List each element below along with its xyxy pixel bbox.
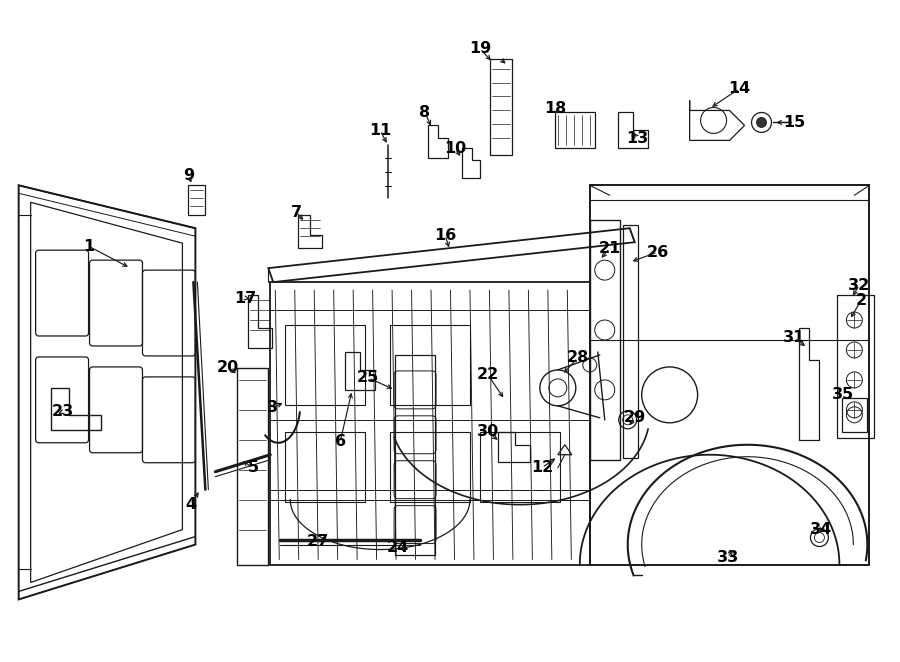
Text: 34: 34 (810, 522, 832, 537)
Bar (285, 325, 365, 405)
Text: 9: 9 (183, 168, 194, 183)
Text: 4: 4 (184, 497, 196, 512)
Text: 10: 10 (444, 141, 466, 156)
Text: 17: 17 (234, 291, 256, 306)
Bar (390, 432, 470, 502)
Text: 26: 26 (646, 245, 669, 260)
Text: 2: 2 (856, 293, 867, 308)
Text: 24: 24 (387, 540, 410, 555)
Text: 27: 27 (307, 534, 329, 549)
Text: 19: 19 (469, 41, 491, 56)
Text: 16: 16 (434, 228, 456, 243)
Text: 35: 35 (832, 387, 854, 402)
Text: 7: 7 (291, 205, 302, 220)
Text: 28: 28 (567, 350, 589, 365)
Bar (390, 325, 470, 405)
Text: 18: 18 (544, 101, 566, 116)
Bar (285, 432, 365, 502)
Text: 32: 32 (848, 277, 870, 293)
Text: 31: 31 (783, 330, 806, 346)
Text: 33: 33 (716, 550, 739, 565)
Text: 30: 30 (477, 424, 500, 440)
Text: 12: 12 (531, 460, 553, 475)
Text: 20: 20 (217, 360, 239, 375)
Text: 22: 22 (477, 367, 500, 383)
Text: 11: 11 (369, 123, 392, 138)
Text: 21: 21 (598, 241, 621, 256)
Text: 14: 14 (728, 81, 751, 96)
Text: 3: 3 (266, 401, 278, 415)
Text: 23: 23 (51, 404, 74, 419)
Text: 5: 5 (248, 460, 259, 475)
Text: 13: 13 (626, 131, 649, 146)
Text: 8: 8 (419, 105, 430, 120)
Text: 15: 15 (783, 115, 806, 130)
Circle shape (757, 117, 767, 127)
Text: 25: 25 (357, 371, 379, 385)
Text: 6: 6 (335, 434, 346, 449)
Text: 1: 1 (83, 239, 94, 254)
Text: 29: 29 (624, 410, 646, 425)
Bar (480, 432, 560, 502)
